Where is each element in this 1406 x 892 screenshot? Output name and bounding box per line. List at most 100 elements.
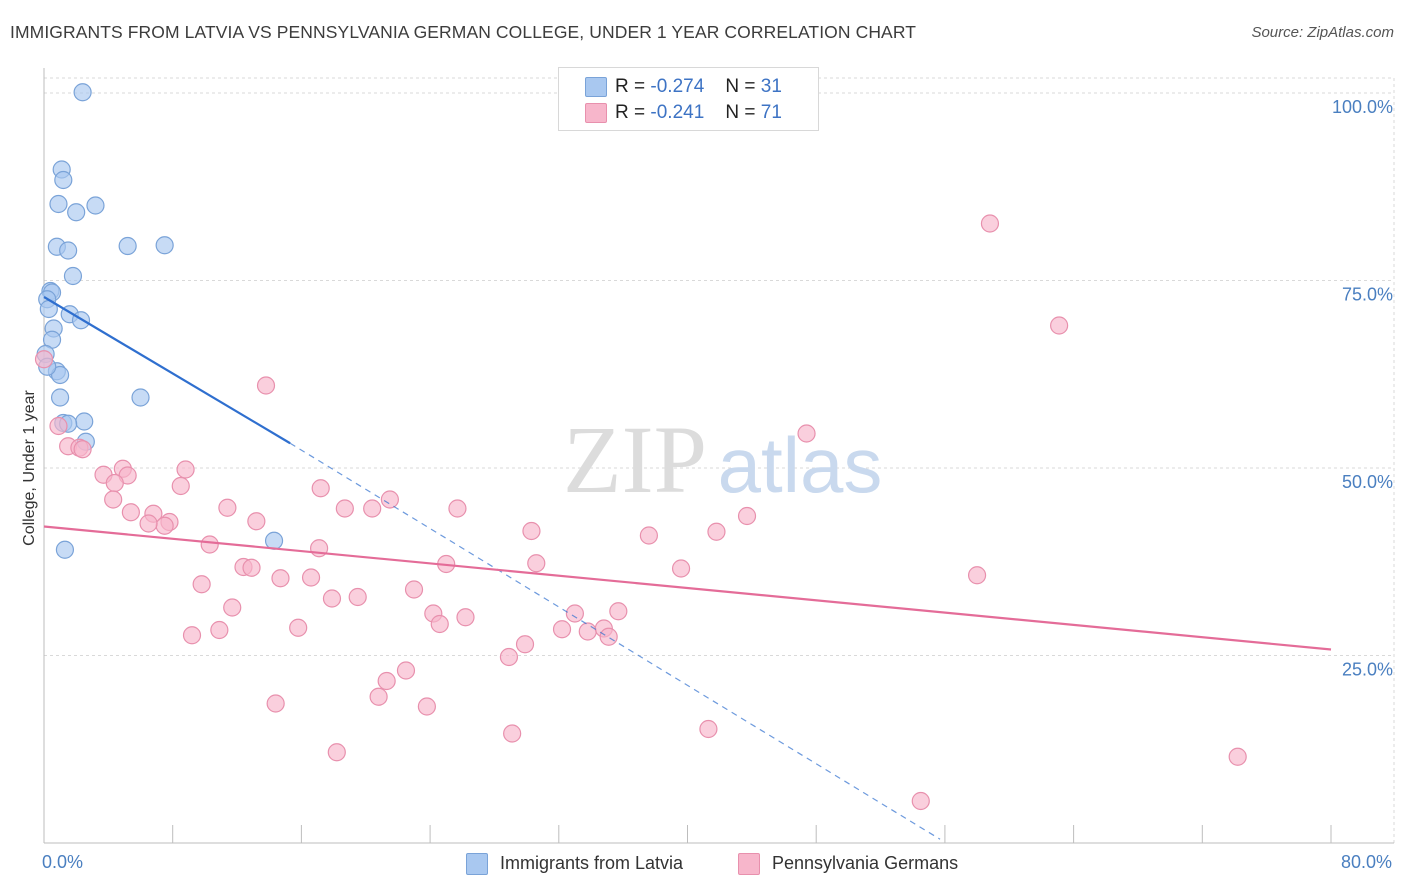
point-latvia (118, 236, 137, 256)
point-penn-german (348, 587, 367, 607)
point-penn-german (266, 694, 285, 713)
point-latvia (50, 365, 70, 385)
data-points (34, 83, 1247, 811)
point-penn-german (522, 521, 541, 541)
point-penn-german (301, 568, 321, 587)
point-penn-german (327, 743, 346, 762)
chart-title: IMMIGRANTS FROM LATVIA VS PENNSYLVANIA G… (10, 22, 917, 42)
legend-r-value-latvia: -0.274 (650, 76, 705, 97)
point-penn-german (73, 440, 92, 459)
series-legend-swatch-penn-german (738, 853, 760, 875)
source-label: Source: ZipAtlas.com (1251, 24, 1394, 41)
point-penn-german (49, 416, 68, 436)
point-penn-german (182, 626, 202, 645)
point-penn-german (271, 569, 290, 588)
legend-r-label: R = (615, 76, 646, 97)
point-latvia (50, 388, 70, 407)
legend-n-value-latvia: 31 (760, 76, 782, 97)
point-penn-german (609, 602, 628, 621)
point-penn-german (527, 554, 546, 573)
y-tick-label: 75.0% (1342, 285, 1393, 305)
x-tick-min: 0.0% (42, 852, 84, 872)
point-penn-german (363, 499, 382, 518)
point-latvia (59, 241, 78, 260)
watermark: ZIP atlas (563, 406, 882, 513)
point-penn-german (671, 559, 691, 578)
x-tick-max: 80.0% (1340, 852, 1392, 872)
legend-swatch-latvia (585, 77, 607, 97)
legend-r-value-penn-german: -0.241 (650, 102, 705, 123)
legend-n-label: N = (725, 76, 756, 97)
point-penn-german (210, 620, 229, 640)
point-penn-german (155, 516, 174, 535)
point-latvia (49, 194, 68, 214)
point-latvia (264, 531, 284, 550)
y-tick-label: 100.0% (1332, 97, 1393, 117)
watermark-zip: ZIP (563, 406, 707, 513)
point-penn-german (104, 490, 123, 509)
point-penn-german (176, 460, 195, 479)
legend-swatch-penn-german (585, 103, 607, 123)
point-penn-german (707, 522, 726, 541)
point-penn-german (578, 622, 597, 641)
point-penn-german (192, 575, 211, 594)
trend-line-latvia (43, 296, 291, 445)
series-legend-label-penn-german: Pennsylvania Germans (772, 853, 959, 873)
point-penn-german (499, 647, 519, 667)
point-penn-german (456, 608, 475, 627)
legend-r-label: R = (615, 102, 646, 123)
point-penn-german (380, 490, 399, 509)
trend-line-penn-german (43, 525, 1332, 651)
legend-n-value-penn-german: 71 (760, 102, 782, 123)
point-penn-german (311, 479, 330, 498)
point-penn-german (247, 512, 266, 531)
point-penn-german (223, 598, 242, 617)
point-penn-german (980, 214, 1000, 233)
point-penn-german (967, 566, 987, 585)
point-penn-german (171, 476, 190, 496)
point-latvia (75, 412, 94, 431)
point-penn-german (377, 671, 396, 691)
point-penn-german (242, 558, 261, 577)
point-penn-german (448, 499, 467, 518)
point-penn-german (503, 724, 522, 743)
point-latvia (63, 266, 83, 286)
series-legend: Immigrants from Latvia Pennsylvania Germ… (0, 852, 1406, 878)
point-penn-german (396, 661, 416, 680)
axes (43, 68, 1394, 844)
y-tick-label: 25.0% (1342, 660, 1393, 680)
point-latvia (54, 170, 73, 190)
point-penn-german (430, 614, 449, 634)
point-penn-german (369, 687, 388, 706)
point-penn-german (218, 498, 237, 517)
point-latvia (55, 540, 75, 559)
point-penn-german (139, 514, 158, 533)
legend-n-label: N = (725, 102, 756, 123)
point-penn-german (404, 580, 424, 599)
point-penn-german (1228, 747, 1247, 766)
y-tick-labels: 25.0% 50.0% 75.0% 100.0% (1332, 97, 1393, 680)
series-legend-label-latvia: Immigrants from Latvia (500, 853, 684, 873)
point-penn-german (34, 350, 54, 369)
point-penn-german (552, 620, 572, 639)
point-penn-german (121, 503, 140, 522)
point-penn-german (797, 424, 816, 443)
point-penn-german (322, 589, 342, 608)
legend-stats-penn-german: R = -0.241 N = 71 (615, 102, 782, 124)
point-latvia (155, 236, 174, 255)
point-latvia (73, 83, 92, 102)
point-penn-german (565, 604, 584, 623)
point-penn-german (417, 697, 436, 716)
point-penn-german (256, 376, 276, 395)
point-latvia (67, 203, 86, 222)
point-penn-german (289, 618, 308, 637)
point-penn-german (335, 499, 354, 518)
legend-stats-latvia: R = -0.274 N = 31 (615, 76, 782, 98)
point-penn-german (639, 526, 658, 545)
series-legend-swatch-latvia (466, 853, 488, 875)
correlation-legend: R = -0.274 N = 31 R = -0.241 N = 71 (558, 67, 819, 131)
point-latvia (131, 388, 150, 407)
point-penn-german (737, 506, 757, 526)
point-penn-german (105, 473, 124, 493)
